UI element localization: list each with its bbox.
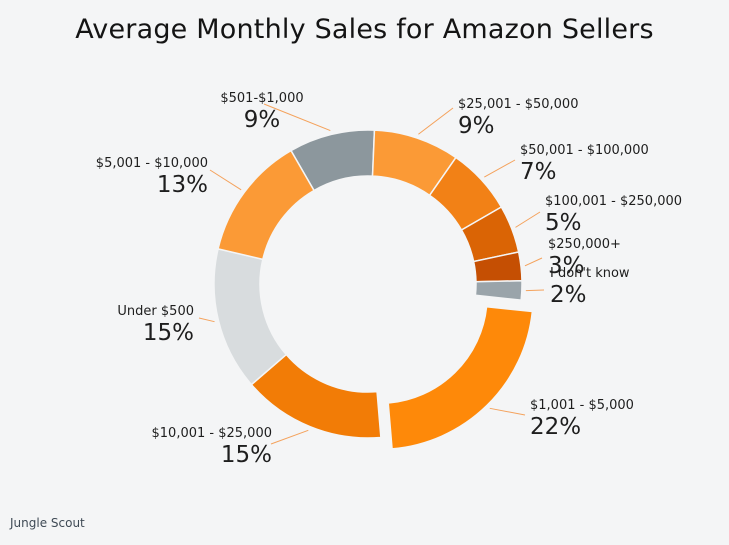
- slice-label-5-001-10-000: $5,001 - $10,000: [96, 156, 208, 171]
- leader-line-25-001-50-000: [418, 107, 454, 135]
- slice-5-001-10-000: [217, 149, 316, 261]
- slice-value-5-001-10-000: 13%: [157, 172, 208, 198]
- slice-value-25-001-50-000: 9%: [458, 113, 495, 139]
- slice-label-50-001-100-000: $50,001 - $100,000: [520, 143, 649, 158]
- slice-value-100-001-250-000: 5%: [545, 210, 582, 236]
- slice-value-under-500: 15%: [143, 320, 194, 346]
- slice-label-250-000: $250,000+: [548, 237, 621, 252]
- slices-group: [213, 129, 534, 450]
- leader-lines-group: [198, 103, 545, 445]
- leader-line-i-don-t-know: [525, 289, 545, 292]
- leader-line-50-001-100-000: [484, 159, 516, 178]
- slice-value-501-1-000: 9%: [244, 107, 281, 133]
- slice-label-under-500: Under $500: [117, 304, 194, 319]
- slice-label-i-don-t-know: I don't know: [550, 266, 630, 281]
- leader-line-100-001-250-000: [515, 211, 541, 228]
- leader-line-5-001-10-000: [209, 169, 242, 191]
- leader-line-10-001-25-000: [270, 429, 309, 445]
- leader-line-250-000: [524, 257, 543, 267]
- slice-i-don-t-know: [474, 280, 523, 301]
- slice-value-1-001-5-000: 22%: [530, 414, 581, 440]
- slice-label-10-001-25-000: $10,001 - $25,000: [152, 426, 272, 441]
- leader-line-under-500: [198, 317, 215, 323]
- slice-label-25-001-50-000: $25,001 - $50,000: [458, 97, 578, 112]
- leader-line-501-1-000: [263, 103, 331, 132]
- slice-under-500: [213, 247, 288, 386]
- slice-value-i-don-t-know: 2%: [550, 282, 587, 308]
- slice-1-001-5-000: [387, 305, 534, 450]
- chart-title: Average Monthly Sales for Amazon Sellers: [75, 14, 654, 45]
- slice-label-501-1-000: $501-$1,000: [220, 91, 303, 106]
- slice-label-1-001-5-000: $1,001 - $5,000: [530, 398, 634, 413]
- slice-value-10-001-25-000: 15%: [221, 442, 272, 468]
- slice-value-250-000: 3%: [548, 253, 585, 279]
- slice-label-100-001-250-000: $100,001 - $250,000: [545, 194, 682, 209]
- brand-logo-text: Jungle Scout: [10, 516, 85, 530]
- slice-value-50-001-100-000: 7%: [520, 159, 557, 185]
- leader-line-1-001-5-000: [489, 407, 526, 416]
